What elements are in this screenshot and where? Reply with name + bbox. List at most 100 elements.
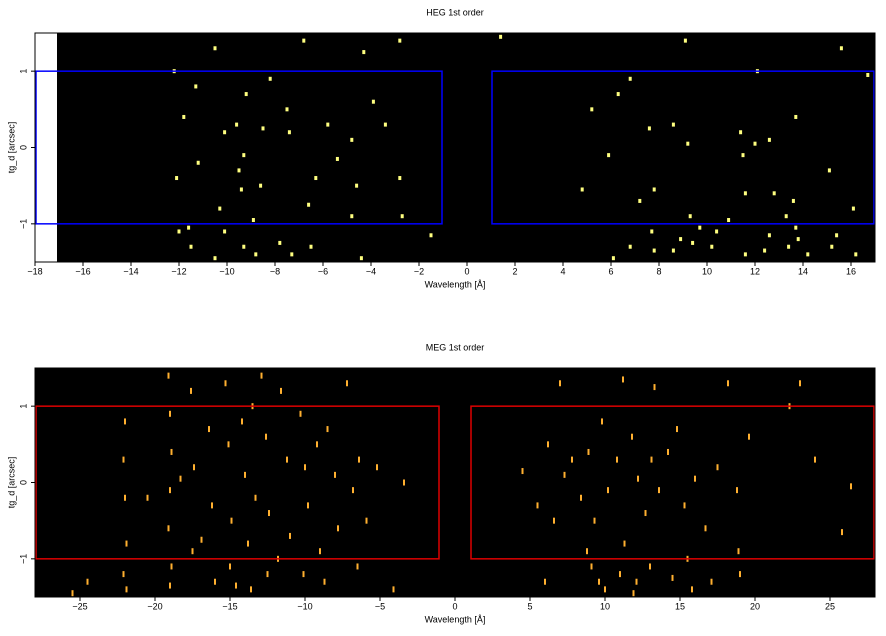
event-point bbox=[227, 441, 230, 448]
event-point bbox=[835, 233, 839, 238]
event-point bbox=[622, 376, 624, 383]
event-point bbox=[799, 380, 801, 387]
event-point bbox=[334, 471, 336, 478]
event-point bbox=[587, 448, 590, 455]
event-point bbox=[638, 198, 642, 203]
x-tick-label: 6 bbox=[608, 266, 613, 276]
event-point bbox=[167, 372, 170, 379]
event-point bbox=[251, 218, 255, 223]
event-point bbox=[784, 214, 788, 219]
event-point bbox=[580, 187, 584, 192]
event-point bbox=[403, 479, 405, 486]
event-point bbox=[814, 456, 816, 463]
event-point bbox=[316, 441, 318, 448]
event-point bbox=[619, 571, 621, 578]
event-point bbox=[590, 563, 593, 570]
event-point bbox=[671, 574, 674, 581]
event-point bbox=[686, 141, 690, 146]
event-point bbox=[743, 252, 747, 257]
event-point bbox=[175, 176, 179, 181]
extraction-region bbox=[470, 405, 875, 560]
event-point bbox=[230, 517, 233, 524]
chart-title: HEG 1st order bbox=[426, 7, 484, 17]
event-point bbox=[187, 225, 191, 230]
event-point bbox=[521, 468, 524, 475]
x-tick-label: −10 bbox=[297, 601, 312, 611]
event-point bbox=[229, 563, 231, 570]
event-point bbox=[376, 464, 378, 471]
event-point bbox=[371, 99, 375, 104]
event-point bbox=[580, 494, 582, 501]
x-tick-label: 25 bbox=[825, 601, 835, 611]
event-point bbox=[350, 214, 354, 219]
x-tick-label: −6 bbox=[318, 266, 328, 276]
event-point bbox=[177, 229, 181, 234]
x-tick-label: −10 bbox=[219, 266, 234, 276]
event-point bbox=[290, 252, 294, 257]
event-point bbox=[124, 418, 126, 425]
event-point bbox=[429, 233, 433, 238]
x-tick-label: 4 bbox=[560, 266, 565, 276]
event-point bbox=[590, 107, 594, 112]
x-tick-label: 15 bbox=[675, 601, 685, 611]
event-point bbox=[224, 380, 227, 387]
event-point bbox=[190, 387, 192, 394]
x-tick-label: −8 bbox=[270, 266, 280, 276]
x-tick-label: 14 bbox=[798, 266, 808, 276]
event-point bbox=[628, 244, 632, 249]
event-point bbox=[247, 540, 249, 547]
event-point bbox=[688, 214, 692, 219]
event-point bbox=[189, 244, 193, 249]
event-point bbox=[125, 540, 128, 547]
event-point bbox=[628, 76, 632, 81]
extraction-region bbox=[35, 405, 440, 560]
event-point bbox=[398, 38, 402, 43]
event-point bbox=[767, 233, 771, 238]
event-point bbox=[170, 448, 173, 455]
event-point bbox=[241, 418, 243, 425]
event-point bbox=[244, 92, 248, 97]
x-tick-label: 12 bbox=[750, 266, 760, 276]
event-point bbox=[739, 130, 743, 135]
event-point bbox=[691, 586, 693, 593]
event-point bbox=[741, 153, 745, 158]
event-point bbox=[736, 487, 738, 494]
x-tick-label: −12 bbox=[171, 266, 186, 276]
event-point bbox=[214, 578, 216, 585]
event-point bbox=[244, 471, 246, 478]
event-point bbox=[392, 586, 395, 593]
event-point bbox=[223, 130, 227, 135]
event-point bbox=[400, 214, 404, 219]
event-point bbox=[604, 586, 606, 593]
event-point bbox=[851, 206, 855, 211]
event-point bbox=[235, 122, 239, 127]
x-tick-label: 5 bbox=[527, 601, 532, 611]
extraction-region bbox=[35, 70, 443, 225]
event-point bbox=[593, 517, 596, 524]
event-point bbox=[346, 380, 348, 387]
event-point bbox=[71, 590, 74, 597]
x-axis-label: Wavelength [Å] bbox=[425, 279, 486, 289]
event-point bbox=[260, 372, 263, 379]
event-point bbox=[278, 240, 282, 245]
event-point bbox=[268, 76, 272, 81]
event-point bbox=[710, 578, 713, 585]
x-tick-label: 16 bbox=[846, 266, 856, 276]
event-point bbox=[753, 141, 757, 146]
event-point bbox=[350, 137, 354, 142]
event-point bbox=[169, 582, 171, 589]
extraction-region bbox=[491, 70, 875, 225]
event-point bbox=[691, 240, 695, 245]
event-point bbox=[854, 252, 858, 257]
event-point bbox=[250, 586, 252, 593]
event-point bbox=[635, 578, 638, 585]
event-point bbox=[632, 590, 635, 597]
x-tick-label: −16 bbox=[75, 266, 90, 276]
event-point bbox=[179, 475, 182, 482]
event-point bbox=[850, 483, 852, 490]
event-point bbox=[122, 571, 125, 578]
event-point bbox=[499, 34, 503, 39]
event-point bbox=[727, 218, 731, 223]
event-point bbox=[362, 50, 366, 55]
event-point bbox=[536, 502, 539, 509]
